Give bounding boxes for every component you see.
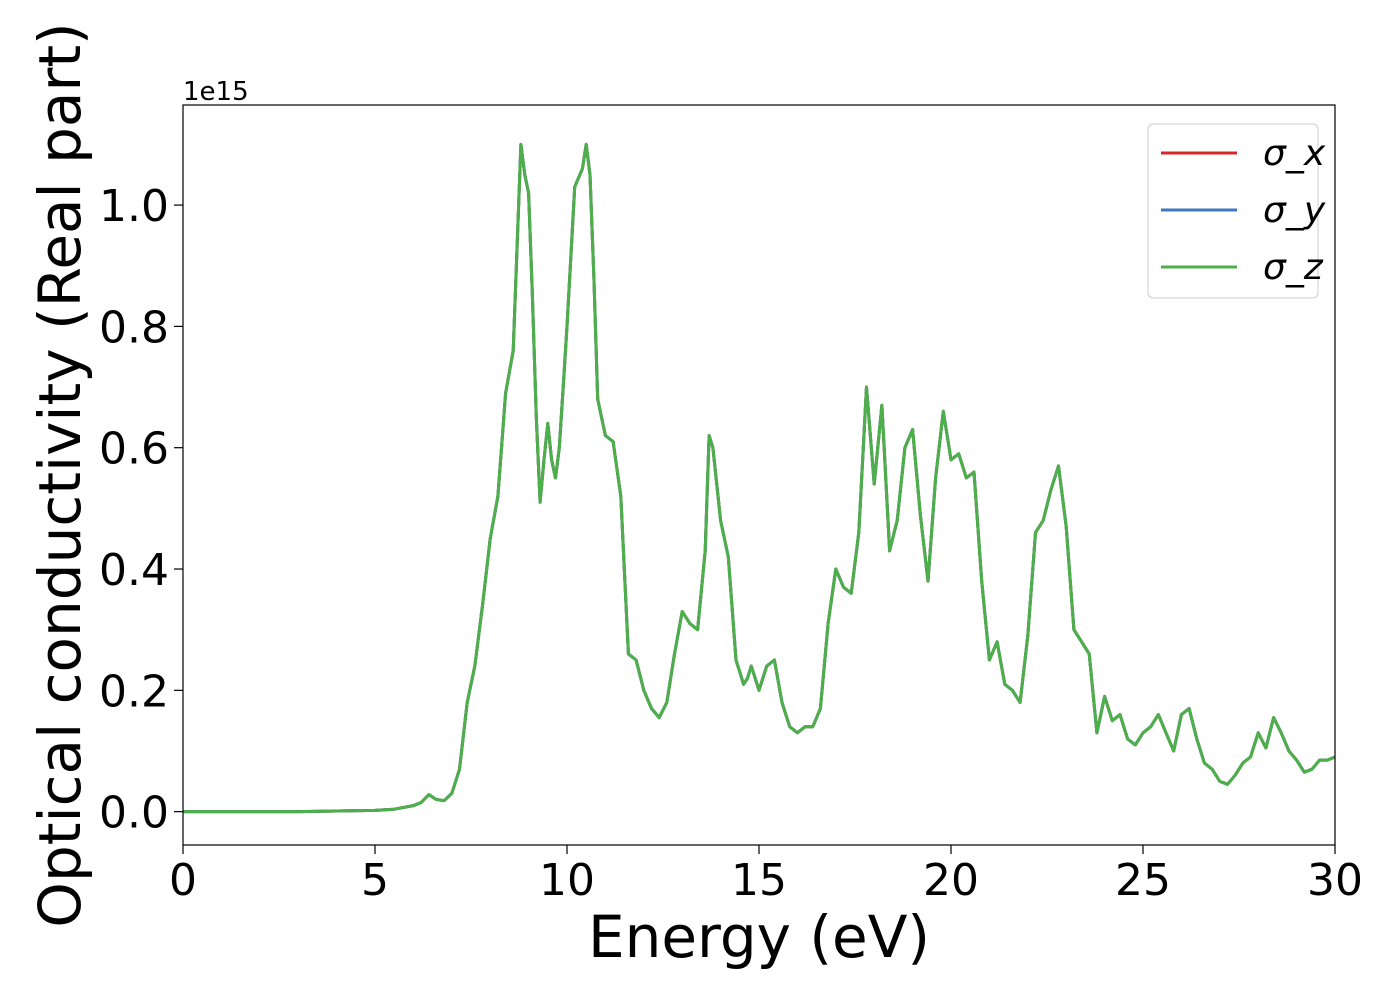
y-tick-label: 0.8 — [99, 302, 169, 353]
x-tick-label: 20 — [923, 855, 979, 906]
legend-label: σ_z — [1263, 247, 1324, 288]
y-tick-label: 0.0 — [99, 788, 169, 839]
x-axis-ticks: 0 5 10 15 20 25 30 — [169, 845, 1363, 906]
series-line-2 — [183, 142, 1335, 814]
legend-label: σ_y — [1263, 190, 1326, 231]
y-tick-label: 0.2 — [99, 666, 169, 717]
series-lines — [183, 142, 1335, 814]
legend-label: σ_x — [1263, 133, 1326, 174]
plot-area — [182, 104, 1336, 846]
x-tick-label: 30 — [1307, 855, 1363, 906]
y-axis-ticks: 0.0 0.2 0.4 0.6 0.8 1.0 — [99, 181, 183, 839]
x-axis-label: Energy (eV) — [588, 903, 930, 971]
y-axis-label: Optical conductivity (Real part) — [26, 22, 94, 927]
x-tick-label: 15 — [731, 855, 787, 906]
y-tick-label: 1.0 — [99, 181, 169, 232]
y-offset-text: 1e15 — [183, 77, 249, 107]
x-tick-label: 25 — [1115, 855, 1171, 906]
x-tick-label: 5 — [361, 855, 389, 906]
y-tick-label: 0.6 — [99, 424, 169, 475]
y-tick-label: 0.4 — [99, 545, 169, 596]
x-tick-label: 10 — [539, 855, 595, 906]
legend: σ_x σ_y σ_z — [1147, 123, 1326, 299]
x-tick-label: 0 — [169, 855, 197, 906]
